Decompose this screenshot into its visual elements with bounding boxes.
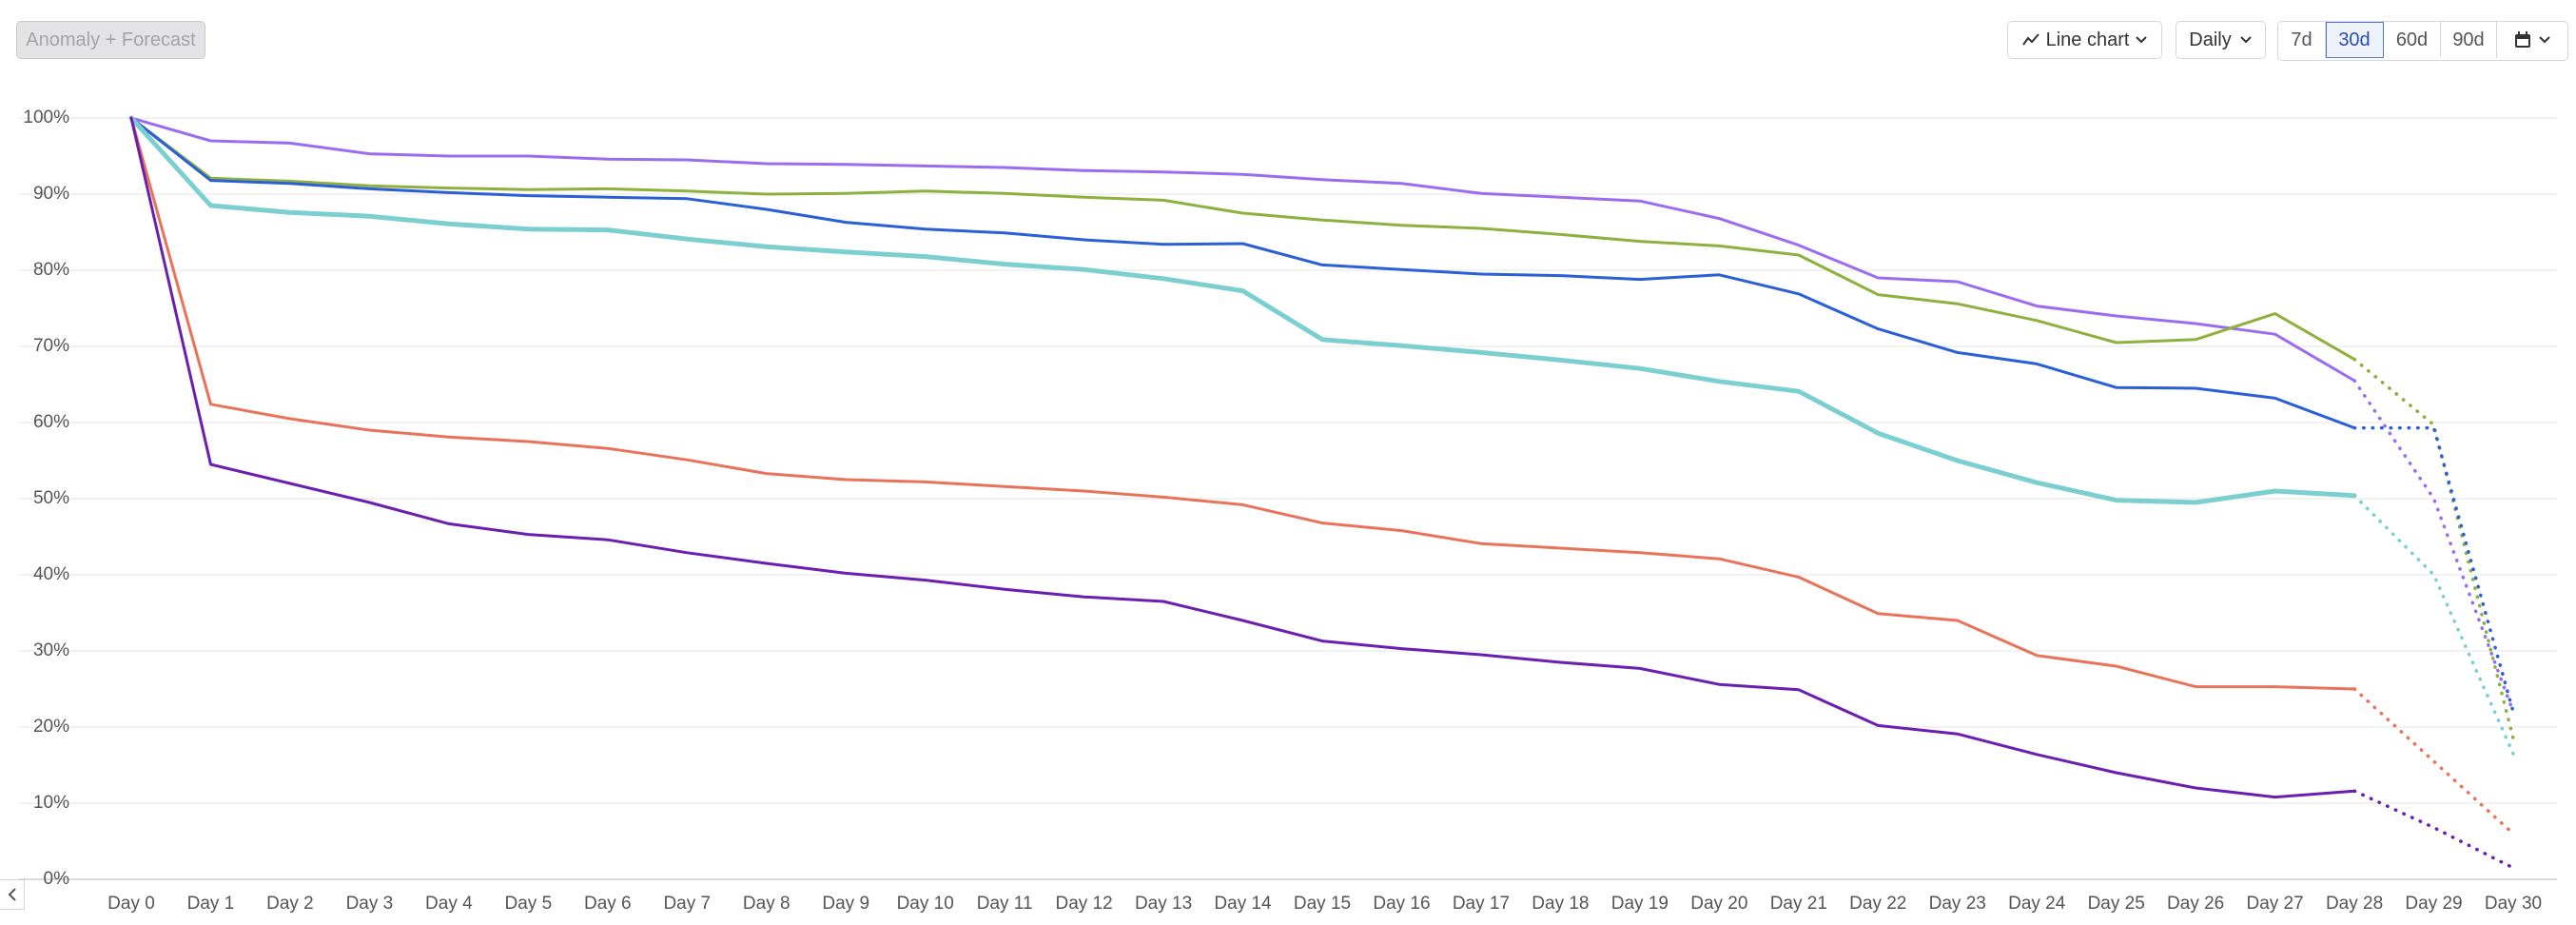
y-tick-label: 20%	[33, 717, 69, 737]
y-tick-label: 30%	[33, 640, 69, 660]
chevron	[2539, 36, 2550, 44]
x-tick-label: Day 13	[1135, 894, 1192, 914]
y-tick-label: 90%	[33, 184, 69, 204]
series-line	[129, 116, 2356, 430]
x-tick-label: Day 22	[1849, 894, 1906, 914]
x-tick-label: Day 16	[1373, 894, 1430, 914]
anomaly-button[interactable]: Anomaly + Forecast	[16, 21, 205, 59]
calendar-icon	[2515, 31, 2530, 48]
x-tick-label: Day 10	[897, 894, 954, 914]
interval-dropdown[interactable]: Daily	[2176, 21, 2266, 59]
x-tick-label: Day 15	[1294, 894, 1351, 914]
chevron-left	[8, 888, 16, 901]
series-line	[129, 116, 2356, 799]
x-tick-label: Day 30	[2485, 894, 2542, 914]
x-tick-label: Day 14	[1214, 894, 1272, 914]
y-tick-label: 0%	[44, 869, 70, 889]
range-button[interactable]: 60d	[2384, 22, 2441, 58]
x-tick-label: Day 18	[1532, 894, 1589, 914]
x-tick-label: Day 26	[2167, 894, 2224, 914]
range-button[interactable]: 30d	[2326, 22, 2384, 58]
forecast-line	[2352, 494, 2515, 756]
x-tick-label: Day 17	[1453, 894, 1510, 914]
chart-type-label: Line chart	[2045, 29, 2130, 50]
forecast-line	[2352, 687, 2515, 836]
x-tick-label: Day 4	[425, 894, 473, 914]
x-tick-label: Day 9	[822, 894, 869, 914]
series-line	[128, 115, 2357, 505]
x-tick-label: Day 21	[1770, 894, 1827, 914]
x-tick-label: Day 27	[2246, 894, 2303, 914]
series-line	[129, 116, 2356, 691]
chevron	[2136, 36, 2148, 44]
chevron	[2240, 36, 2252, 44]
x-tick-label: Day 28	[2326, 894, 2383, 914]
series-line	[129, 116, 2356, 383]
forecast-line	[2352, 357, 2515, 740]
forecast-line	[2352, 425, 2515, 714]
x-tick-label: Day 25	[2088, 894, 2145, 914]
chart: 0% 10% 20% 30% 40% 50% 60% 70% 80% 90% 100% Day 0 Da…	[19, 108, 2557, 914]
y-tick-label: 10%	[33, 793, 69, 813]
y-tick-label: 40%	[33, 564, 69, 584]
chart-type-dropdown[interactable]: Line chart	[2007, 21, 2162, 59]
x-tick-label: Day 19	[1611, 894, 1669, 914]
x-tick-label: Day 29	[2405, 894, 2462, 914]
range-button[interactable]: 7d	[2278, 22, 2326, 58]
x-tick-label: Day 8	[743, 894, 790, 914]
x-tick-label: Day 6	[584, 894, 632, 914]
line-icon	[2021, 33, 2039, 46]
x-tick-label: Day 3	[346, 894, 394, 914]
x-tick-label: Day 1	[187, 894, 235, 914]
x-tick-label: Day 7	[663, 894, 711, 914]
y-tick-label: 60%	[33, 412, 69, 432]
series-line	[129, 116, 2356, 362]
x-tick-label: Day 23	[1929, 894, 1986, 914]
x-tick-label: Day 2	[266, 894, 314, 914]
y-tick-label: 70%	[33, 336, 69, 356]
range-selector: 7d 30d 60d 90d	[2277, 21, 2568, 61]
forecast-line	[2352, 789, 2515, 870]
collapse-button[interactable]	[0, 879, 25, 910]
y-tick-label: 50%	[33, 488, 69, 508]
calendar-button[interactable]	[2497, 22, 2567, 58]
y-tick-label: 100%	[23, 108, 69, 128]
x-tick-label: Day 11	[977, 894, 1033, 914]
y-tick-label: 80%	[33, 260, 69, 280]
interval-label: Daily	[2189, 29, 2232, 50]
x-tick-label: Day 24	[2008, 894, 2066, 914]
x-tick-label: Day 20	[1690, 894, 1747, 914]
range-button[interactable]: 90d	[2441, 22, 2497, 58]
x-tick-label: Day 12	[1055, 894, 1112, 914]
x-tick-label: Day 0	[107, 894, 155, 914]
x-tick-label: Day 5	[505, 894, 553, 914]
